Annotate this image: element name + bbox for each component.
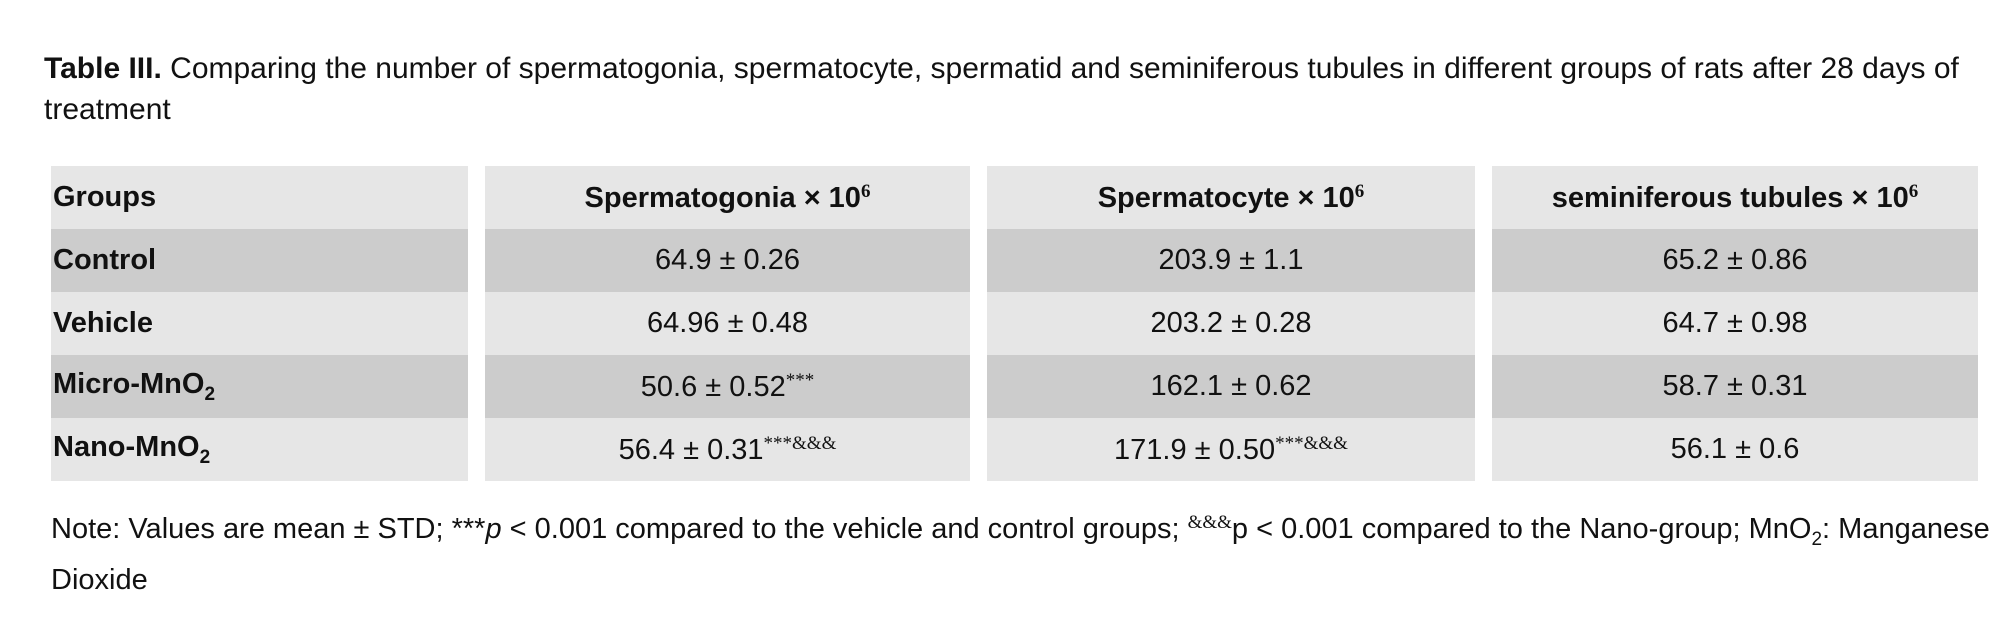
header-cell: Groups [51, 166, 468, 229]
text-sup: *** [785, 369, 815, 391]
text-sup: ***&&& [1275, 432, 1348, 454]
cell: 56.4 ± 0.31***&&& [485, 418, 970, 481]
table-row: Nano-MnO2 56.4 ± 0.31***&&& 171.9 ± 0.50**… [51, 418, 1978, 481]
text: Control [53, 244, 157, 276]
table-row: Control 64.9 ± 0.26 203.9 ± 1.1 65.2 ± 0.86 [51, 229, 1978, 292]
cell: 64.7 ± 0.98 [1492, 292, 1978, 355]
cell: Nano-MnO2 [51, 418, 468, 481]
text: p < 0.001 compared to the Nano-group; Mn… [1231, 513, 1812, 545]
text-sub: 2 [204, 383, 216, 405]
cell: 50.6 ± 0.52*** [485, 355, 970, 418]
text-italic: p [485, 513, 502, 545]
text: 58.7 ± 0.31 [1662, 370, 1808, 402]
text-sub: 2 [199, 446, 211, 468]
text: Nano-MnO [53, 430, 200, 463]
text: 162.1 ± 0.62 [1150, 370, 1312, 402]
cell: 171.9 ± 0.50***&&& [987, 418, 1475, 481]
text: Comparing the number of spermatogonia, s… [44, 52, 1959, 126]
text: Spermatogonia × 10 [584, 181, 861, 214]
text-sub: 2 [1811, 529, 1823, 550]
cell: 64.9 ± 0.26 [485, 229, 970, 292]
cell: Control [51, 229, 468, 292]
cell: 58.7 ± 0.31 [1492, 355, 1978, 418]
text: : Manganese Dioxide [51, 513, 1990, 596]
text: Micro-MnO [53, 367, 205, 400]
header-cell: seminiferous tubules × 106 [1492, 166, 1978, 229]
text: Vehicle [53, 307, 153, 339]
header-row: Groups Spermatogonia × 106 Spermatocyte × … [51, 166, 1978, 229]
cell: 162.1 ± 0.62 [987, 355, 1475, 418]
text-sup: &&& [1187, 512, 1232, 533]
text: 203.2 ± 0.28 [1150, 307, 1312, 339]
cell: 203.9 ± 1.1 [987, 229, 1475, 292]
text: 56.4 ± 0.31 [618, 433, 764, 466]
table-caption: Table III. Comparing the number of sperm… [44, 48, 1984, 130]
cell: 203.2 ± 0.28 [987, 292, 1475, 355]
text: 56.1 ± 0.6 [1670, 433, 1800, 465]
text: 203.9 ± 1.1 [1158, 244, 1304, 276]
text: 64.96 ± 0.48 [646, 307, 809, 339]
cell: 64.96 ± 0.48 [485, 292, 970, 355]
cell: Vehicle [51, 292, 468, 355]
header-cell: Spermatogonia × 106 [485, 166, 970, 229]
table-row: Micro-MnO2 50.6 ± 0.52*** 162.1 ± 0.62 58.7… [51, 355, 1978, 418]
text-sup: 6 [860, 180, 871, 202]
text: 65.2 ± 0.86 [1662, 244, 1808, 276]
cell: Micro-MnO2 [51, 355, 468, 418]
text-sup: 6 [1908, 180, 1919, 202]
table-note: Note: Values are mean ± STD; ***p < 0.00… [51, 503, 1996, 600]
text-bold: Table III. [44, 52, 162, 85]
text: 171.9 ± 0.50 [1114, 433, 1276, 466]
text-sup: ***&&& [763, 432, 837, 454]
table: Groups Spermatogonia × 106 Spermatocyte × … [34, 166, 1995, 481]
text: Groups [53, 181, 157, 213]
text-sup: 6 [1354, 180, 1365, 202]
text: < 0.001 compared to the vehicle and cont… [501, 513, 1188, 545]
text: 64.9 ± 0.26 [655, 244, 800, 276]
cell: 65.2 ± 0.86 [1492, 229, 1978, 292]
text: Spermatocyte × 10 [1097, 181, 1355, 214]
header-cell: Spermatocyte × 106 [987, 166, 1475, 229]
table-row: Vehicle 64.96 ± 0.48 203.2 ± 0.28 64.7 ± 0.… [51, 292, 1978, 355]
text: seminiferous tubules × 10 [1551, 181, 1909, 214]
text: 50.6 ± 0.52 [640, 370, 786, 403]
cell: 56.1 ± 0.6 [1492, 418, 1978, 481]
text: 64.7 ± 0.98 [1662, 307, 1808, 339]
text: Note: Values are mean ± STD; *** [51, 513, 486, 545]
